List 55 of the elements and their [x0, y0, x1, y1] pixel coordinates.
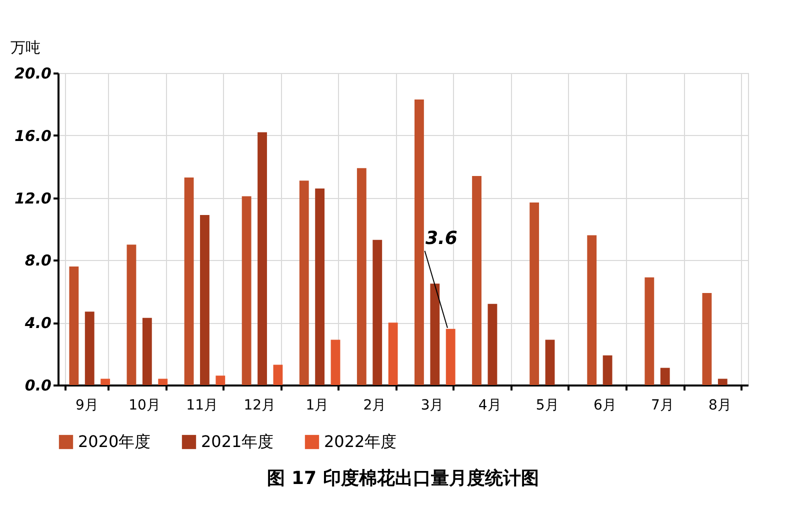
y-tick-label: 20.0 — [14, 64, 52, 82]
bar — [242, 196, 252, 385]
bar — [356, 168, 366, 385]
legend-label: 2021年度 — [201, 432, 274, 451]
bar — [660, 368, 670, 385]
bar — [587, 235, 597, 385]
x-tick-label: 9月 — [76, 398, 98, 414]
bar — [530, 202, 540, 385]
y-tick-label: 12.0 — [14, 189, 52, 208]
bar — [430, 284, 440, 385]
bar — [273, 364, 283, 385]
bar — [258, 132, 267, 385]
bar — [414, 100, 424, 385]
legend-label: 2022年度 — [324, 432, 397, 451]
y-tick-label: 4.0 — [24, 314, 52, 332]
x-tick-label: 6月 — [593, 398, 616, 414]
x-tick-label: 12月 — [244, 398, 276, 414]
bar — [315, 188, 325, 385]
bar — [545, 340, 555, 385]
bar — [84, 312, 94, 385]
bar — [126, 244, 136, 385]
x-tick-label: 10月 — [128, 398, 160, 414]
x-tick-label: 3月 — [420, 398, 444, 414]
bar — [330, 340, 340, 385]
bar — [142, 318, 152, 385]
y-tick-label: 0.0 — [24, 376, 52, 394]
bar — [388, 322, 398, 385]
bar — [702, 292, 712, 385]
data-label: 3.6 — [426, 228, 458, 249]
bar — [69, 266, 79, 385]
legend-label: 2020年度 — [78, 432, 151, 451]
y-axis-title: 万吨 — [10, 38, 40, 56]
bar — [216, 376, 226, 385]
bar — [446, 328, 456, 385]
bar — [158, 378, 168, 385]
x-tick-label: 5月 — [536, 398, 559, 414]
x-tick-label: 1月 — [306, 398, 329, 414]
text: 图 17 印度棉花出口量月度统计图 — [267, 468, 539, 489]
x-tick-label: 4月 — [478, 398, 502, 414]
bar — [100, 378, 110, 385]
bar — [200, 214, 210, 385]
y-tick-label: 8.0 — [24, 252, 52, 270]
y-tick-label: 16.0 — [14, 126, 52, 145]
x-tick-label: 7月 — [651, 398, 674, 414]
bar — [718, 378, 728, 385]
bar — [472, 176, 482, 385]
bar — [299, 180, 309, 385]
bar — [602, 355, 612, 385]
bar — [184, 178, 194, 385]
bar — [644, 277, 654, 385]
bar — [372, 240, 382, 385]
x-tick-label: 11月 — [186, 398, 218, 414]
x-tick-label: 8月 — [708, 398, 732, 414]
x-tick-label: 2月 — [363, 398, 386, 414]
bar — [488, 304, 498, 385]
